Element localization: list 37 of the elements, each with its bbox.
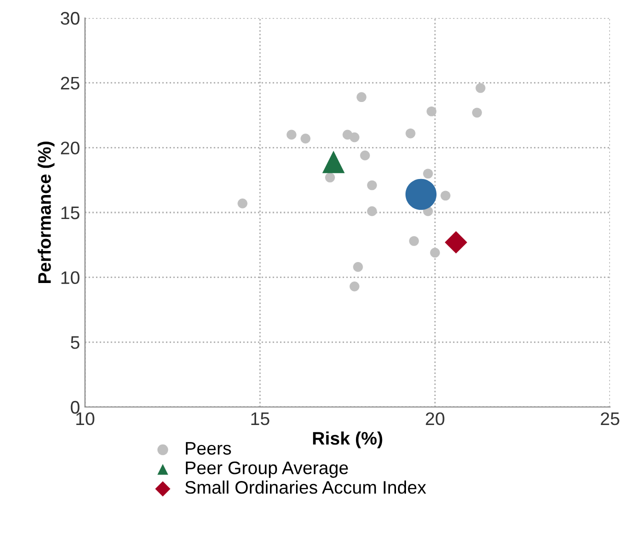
y-tick-label: 20 xyxy=(60,142,80,154)
point xyxy=(423,168,433,179)
x-tick-label: 15 xyxy=(251,412,270,426)
point xyxy=(367,206,377,216)
x-tick-label: 20 xyxy=(426,412,444,426)
point xyxy=(426,106,436,116)
point xyxy=(238,198,248,208)
point xyxy=(300,134,310,144)
point xyxy=(356,92,366,102)
y-tick-label: 25 xyxy=(60,76,80,90)
legend-label: Peers xyxy=(186,442,231,455)
point xyxy=(286,130,296,140)
y-tick-label: 30 xyxy=(60,12,80,25)
point xyxy=(322,150,345,174)
point xyxy=(472,108,482,118)
point xyxy=(444,231,468,254)
point xyxy=(350,282,360,292)
point xyxy=(350,132,360,142)
y-tick-label: 0 xyxy=(70,400,80,414)
point xyxy=(430,248,440,258)
point xyxy=(353,262,363,272)
x-tick-label: 25 xyxy=(600,412,620,426)
legend-label: Peer Group Average xyxy=(186,461,348,478)
point xyxy=(476,83,486,93)
point xyxy=(325,172,335,182)
point xyxy=(440,190,450,201)
y-tick-label: 15 xyxy=(61,206,80,220)
x-axis-title: Risk (%) xyxy=(313,431,382,448)
point xyxy=(405,178,437,210)
point xyxy=(409,236,419,246)
y-axis-title: Performance (%) xyxy=(38,142,54,284)
y-tick-label: 10 xyxy=(61,271,80,284)
point xyxy=(367,180,377,190)
y-tick-label: 5 xyxy=(70,336,80,349)
legend-label: Small Ordinaries Accum Index xyxy=(185,480,426,494)
point xyxy=(406,128,416,138)
point xyxy=(360,150,370,160)
